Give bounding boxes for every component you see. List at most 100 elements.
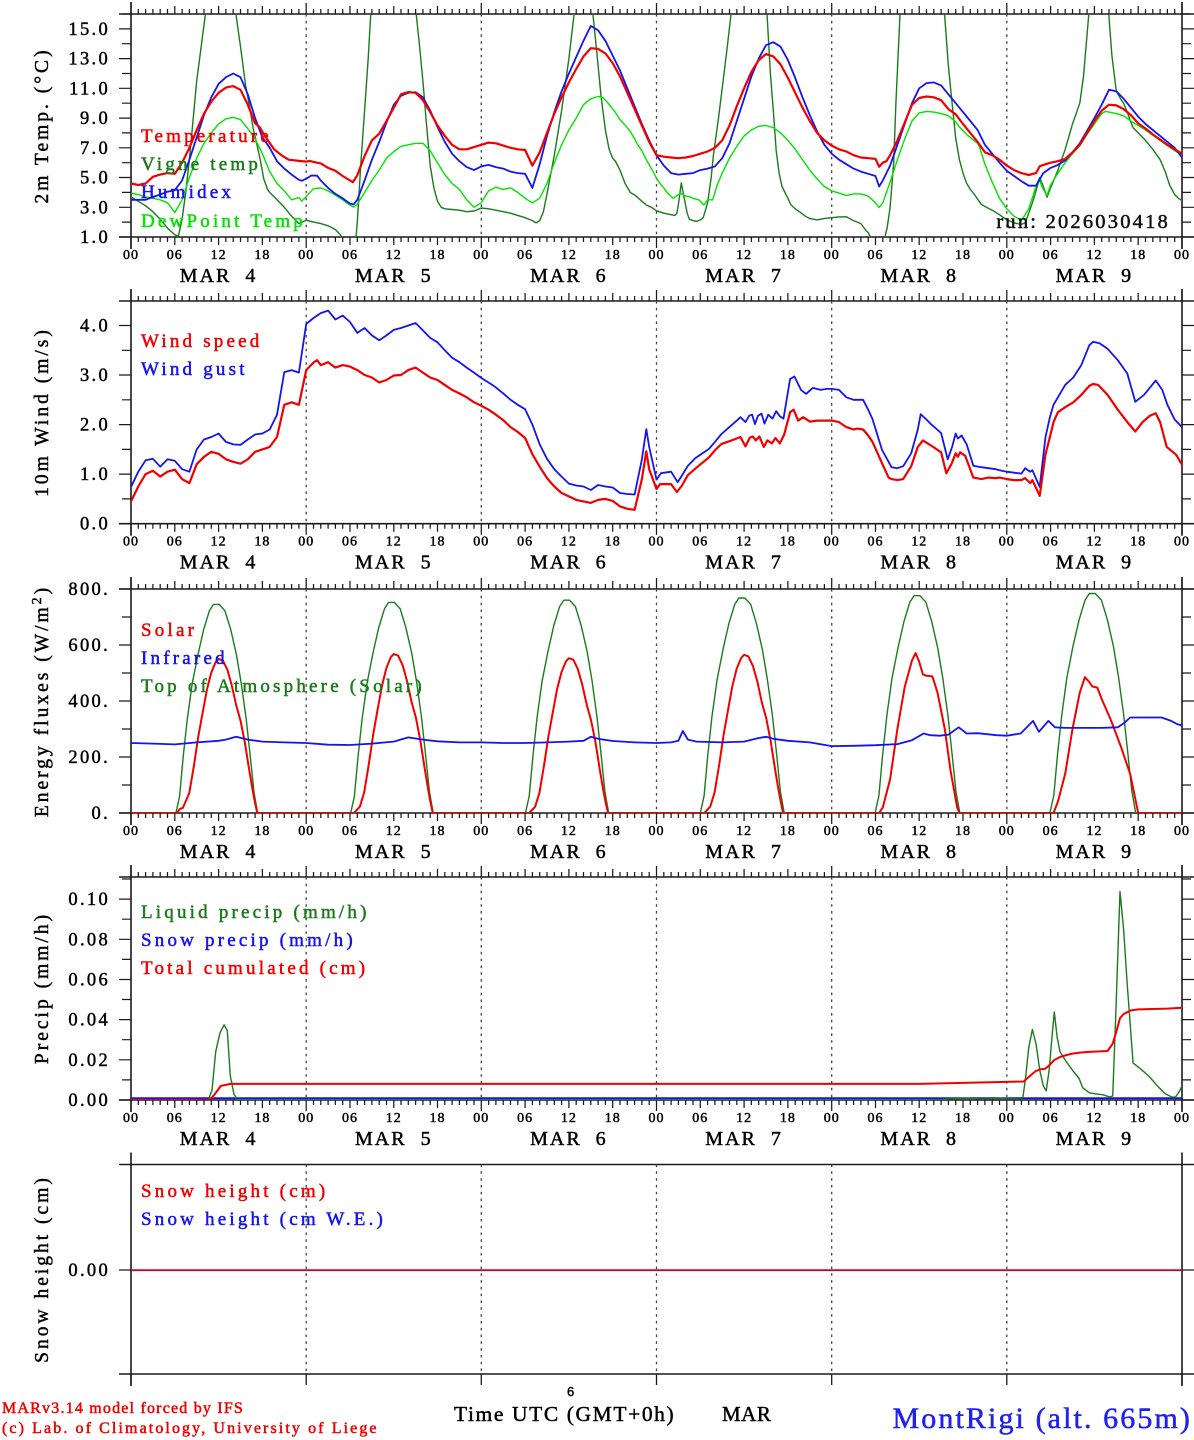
svg-text:06: 06: [868, 1111, 884, 1126]
svg-text:12: 12: [561, 824, 577, 839]
svg-text:00: 00: [123, 535, 139, 550]
svg-text:MAR 9: MAR 9: [1056, 265, 1134, 287]
svg-text:(c) Lab. of Climatology, Unive: (c) Lab. of Climatology, University of L…: [2, 1420, 379, 1437]
svg-text:06: 06: [167, 824, 183, 839]
svg-text:18: 18: [605, 248, 621, 263]
svg-text:18: 18: [605, 1111, 621, 1126]
svg-text:12: 12: [561, 1111, 577, 1126]
svg-text:600.: 600.: [68, 636, 110, 656]
svg-text:MAR 6: MAR 6: [530, 1128, 608, 1150]
svg-text:18: 18: [430, 535, 446, 550]
svg-text:12: 12: [561, 535, 577, 550]
svg-text:06: 06: [868, 248, 884, 263]
svg-text:12: 12: [911, 248, 927, 263]
svg-text:MAR 8: MAR 8: [880, 552, 958, 574]
svg-text:Wind gust: Wind gust: [141, 359, 248, 380]
svg-text:3.0: 3.0: [80, 198, 110, 218]
svg-text:3.0: 3.0: [80, 366, 110, 386]
svg-text:Snow height (cm): Snow height (cm): [141, 1181, 328, 1202]
svg-text:Vigne temp: Vigne temp: [141, 154, 261, 175]
svg-text:06: 06: [517, 1111, 533, 1126]
svg-text:12: 12: [736, 535, 752, 550]
svg-text:10m Wind (m/s): 10m Wind (m/s): [32, 327, 53, 497]
svg-text:2m Temp. (°C): 2m Temp. (°C): [32, 47, 53, 203]
svg-text:1.0: 1.0: [80, 465, 110, 485]
svg-text:800.: 800.: [68, 580, 110, 600]
svg-text:9.0: 9.0: [80, 109, 110, 129]
svg-text:00: 00: [824, 248, 840, 263]
svg-text:06: 06: [342, 1111, 358, 1126]
svg-text:MAR 8: MAR 8: [880, 841, 958, 863]
svg-text:12: 12: [1086, 824, 1102, 839]
svg-text:06: 06: [1043, 1111, 1059, 1126]
svg-text:18: 18: [605, 535, 621, 550]
svg-text:12: 12: [386, 1111, 402, 1126]
svg-text:Snow height (cm): Snow height (cm): [32, 1175, 53, 1363]
svg-text:06: 06: [868, 535, 884, 550]
svg-text:18: 18: [1130, 824, 1146, 839]
svg-text:00: 00: [473, 248, 489, 263]
svg-text:MAR 5: MAR 5: [355, 552, 433, 574]
svg-text:Liquid precip (mm/h): Liquid precip (mm/h): [141, 902, 370, 923]
svg-text:Snow precip (mm/h): Snow precip (mm/h): [141, 930, 356, 951]
svg-text:7.0: 7.0: [80, 139, 110, 159]
svg-text:12: 12: [911, 824, 927, 839]
svg-text:00: 00: [298, 824, 314, 839]
svg-text:MAR 4: MAR 4: [180, 1128, 258, 1150]
svg-text:12: 12: [736, 1111, 752, 1126]
svg-text:run: 2026030418: run: 2026030418: [996, 211, 1170, 233]
svg-text:18: 18: [780, 248, 796, 263]
svg-text:18: 18: [430, 1111, 446, 1126]
svg-text:18: 18: [780, 824, 796, 839]
svg-text:12: 12: [736, 824, 752, 839]
svg-text:MAR 9: MAR 9: [1056, 841, 1134, 863]
svg-text:MAR 7: MAR 7: [705, 552, 783, 574]
svg-text:MAR 7: MAR 7: [705, 1128, 783, 1150]
svg-text:00: 00: [1174, 824, 1190, 839]
svg-text:12: 12: [1086, 248, 1102, 263]
svg-text:00: 00: [999, 1111, 1015, 1126]
svg-text:12: 12: [561, 248, 577, 263]
svg-text:12: 12: [1086, 535, 1102, 550]
svg-text:06: 06: [342, 535, 358, 550]
svg-text:00: 00: [824, 824, 840, 839]
svg-text:00: 00: [999, 824, 1015, 839]
svg-text:MAR 4: MAR 4: [180, 552, 258, 574]
svg-text:00: 00: [298, 248, 314, 263]
svg-text:06: 06: [692, 535, 708, 550]
svg-text:06: 06: [342, 248, 358, 263]
svg-text:18: 18: [955, 248, 971, 263]
svg-text:2.0: 2.0: [80, 416, 110, 436]
svg-text:06: 06: [517, 248, 533, 263]
svg-text:00: 00: [649, 535, 665, 550]
svg-text:06: 06: [517, 824, 533, 839]
svg-text:MAR 4: MAR 4: [180, 841, 258, 863]
svg-text:18: 18: [780, 1111, 796, 1126]
svg-text:06: 06: [692, 1111, 708, 1126]
svg-text:0.02: 0.02: [68, 1051, 110, 1071]
svg-text:00: 00: [298, 535, 314, 550]
svg-text:12: 12: [386, 824, 402, 839]
svg-text:MAR 6: MAR 6: [530, 841, 608, 863]
svg-text:0.: 0.: [92, 804, 110, 824]
svg-text:06: 06: [167, 248, 183, 263]
svg-text:00: 00: [123, 248, 139, 263]
svg-text:06: 06: [517, 535, 533, 550]
svg-text:400.: 400.: [68, 692, 110, 712]
svg-text:06: 06: [167, 1111, 183, 1126]
svg-text:0.06: 0.06: [68, 971, 110, 991]
svg-text:06: 06: [1043, 535, 1059, 550]
svg-text:12: 12: [1086, 1111, 1102, 1126]
svg-text:00: 00: [473, 824, 489, 839]
svg-text:12: 12: [211, 824, 227, 839]
svg-text:MARv3.14 model forced by IFS: MARv3.14 model forced by IFS: [2, 1400, 244, 1417]
svg-text:00: 00: [999, 535, 1015, 550]
svg-text:MAR 6: MAR 6: [530, 552, 608, 574]
svg-text:MAR 9: MAR 9: [1056, 552, 1134, 574]
svg-text:06: 06: [692, 248, 708, 263]
svg-text:00: 00: [824, 1111, 840, 1126]
svg-text:4.0: 4.0: [80, 317, 110, 337]
svg-text:Energy fluxes (W/m2): Energy fluxes (W/m2): [30, 585, 53, 817]
svg-text:18: 18: [430, 824, 446, 839]
svg-text:1.0: 1.0: [80, 228, 110, 248]
